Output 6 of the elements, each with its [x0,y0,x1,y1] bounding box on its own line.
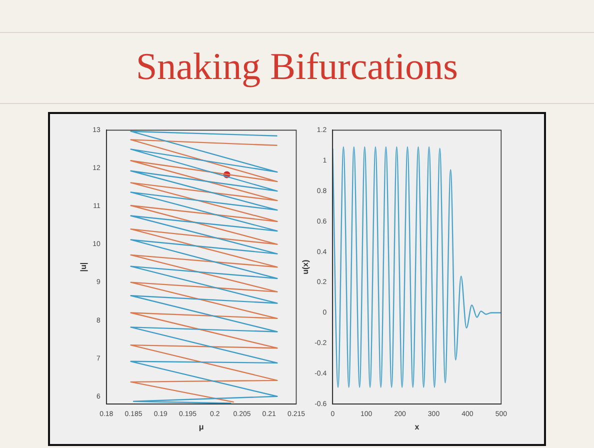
line-series [332,146,502,388]
x-axis-title: μ [198,422,204,432]
x-axis-title: x [414,422,420,432]
y-axis-title: |u| [79,262,88,272]
y-axis-title: u(x) [301,259,310,274]
chart-title: Snaking Bifurcations [135,45,459,89]
